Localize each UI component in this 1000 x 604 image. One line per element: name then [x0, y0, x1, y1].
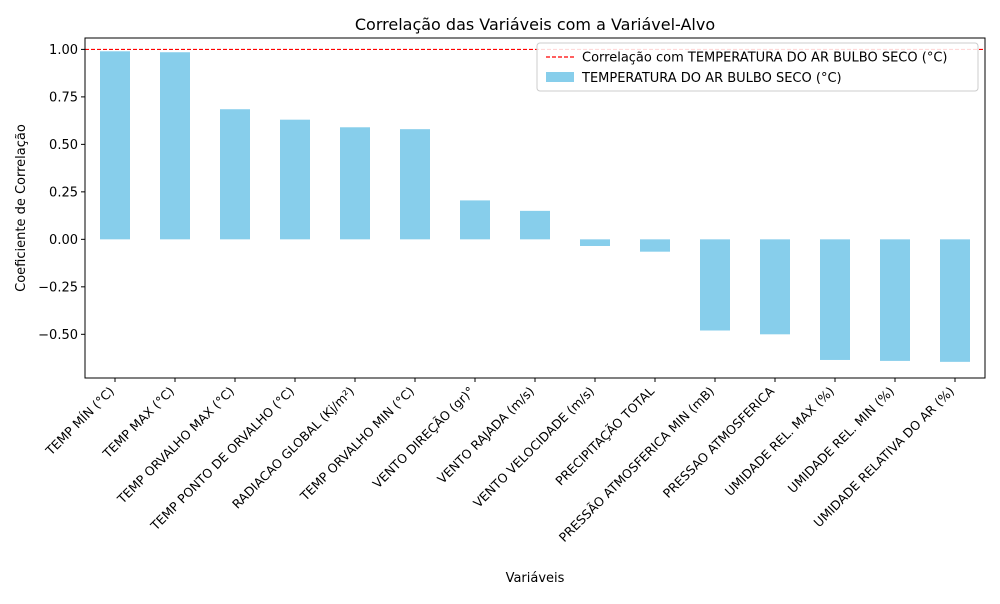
x-tick-label: PRECIPITAÇÃO TOTAL [552, 383, 657, 488]
bar [340, 127, 370, 240]
y-axis-label: Coeficiente de Correlação [14, 124, 29, 292]
x-tick-label: VENTO RAJADA (m/s) [434, 384, 537, 487]
bar [820, 239, 850, 360]
bar [460, 200, 490, 240]
bar [580, 239, 610, 246]
x-tick-label: RADIACAO GLOBAL (Kj/m²) [229, 384, 357, 512]
bar [400, 129, 430, 240]
legend-bar-swatch [546, 72, 574, 82]
y-tick-label: 1.00 [49, 43, 78, 58]
bar [520, 210, 550, 240]
y-tick-label: −0.25 [38, 280, 78, 295]
y-tick-label: 0.75 [49, 90, 78, 105]
x-tick-label: UMIDADE REL. MAX (%) [722, 384, 837, 499]
legend-frame [536, 42, 979, 92]
y-tick-label: 0.50 [49, 138, 78, 153]
bar [280, 119, 310, 240]
chart-title: Correlação das Variáveis com a Variável-… [355, 15, 715, 34]
legend-series-label: TEMPERATURA DO AR BULBO SECO (°C) [581, 71, 842, 86]
bar [220, 109, 250, 240]
bar [880, 239, 910, 361]
legend: Correlação com TEMPERATURA DO AR BULBO S… [536, 42, 979, 92]
bar [160, 52, 190, 240]
legend-reference-line-label: Correlação com TEMPERATURA DO AR BULBO S… [582, 51, 947, 66]
x-tick-label: TEMP ORVALHO MIN (°C) [296, 384, 417, 505]
x-tick-label: VENTO VELOCIDADE (m/s) [470, 384, 597, 511]
bar [640, 239, 670, 252]
x-tick-label: UMIDADE REL. MIN (%) [785, 384, 897, 496]
bar [700, 239, 730, 331]
x-tick-label: TEMP ORVALHO MAX (°C) [114, 384, 238, 508]
x-tick-label: PRESSAO ATMOSFERICA [660, 383, 778, 501]
x-tick-label: VENTO DIREÇÃO (gr)° [370, 384, 478, 492]
y-tick-label: 0.00 [49, 233, 78, 248]
bar [100, 51, 130, 240]
y-tick-label: −0.50 [38, 328, 78, 343]
bar [940, 239, 970, 362]
y-tick-label: 0.25 [49, 185, 78, 200]
bar [760, 239, 790, 335]
x-axis-label: Variáveis [506, 571, 565, 586]
